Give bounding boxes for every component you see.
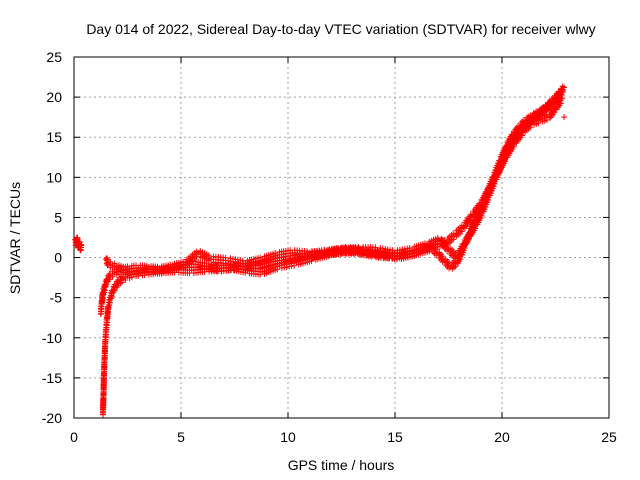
trace-marker [106, 276, 113, 283]
trace-marker [459, 246, 466, 253]
trace-marker [452, 263, 459, 270]
trace-marker [441, 242, 448, 249]
trace-marker [308, 257, 315, 264]
trace-marker [120, 263, 127, 270]
trace-marker [450, 236, 457, 243]
x-tick-label: 0 [70, 429, 78, 445]
trace-marker [77, 241, 84, 248]
trace-marker [222, 254, 229, 261]
trace-marker [485, 190, 492, 197]
trace-marker [458, 228, 465, 235]
trace-marker [113, 284, 120, 291]
trace-marker [467, 217, 474, 224]
trace-marker [439, 253, 446, 260]
trace-marker [518, 132, 525, 139]
y-tick-label: 15 [46, 129, 62, 145]
trace-marker [122, 277, 129, 284]
data-point [558, 95, 565, 102]
plot-frame [73, 56, 610, 419]
trace-marker [543, 116, 550, 123]
data-point [561, 114, 568, 121]
trace-marker [291, 262, 298, 269]
trace-marker [108, 293, 115, 300]
trace-marker [478, 212, 485, 219]
trace-marker [465, 236, 472, 243]
ticks [73, 56, 610, 419]
data-points [72, 83, 568, 418]
trace-marker [527, 124, 534, 131]
trace-marker [502, 158, 509, 165]
trace-marker [518, 126, 525, 133]
y-tick-label: -5 [50, 290, 63, 306]
trace-marker [272, 255, 279, 262]
x-tick-label: 15 [387, 429, 403, 445]
trace-marker [175, 266, 182, 273]
trace-marker [493, 174, 500, 181]
trace-marker [411, 253, 418, 260]
x-tick-label: 20 [494, 429, 510, 445]
trace-marker [109, 273, 116, 280]
trace-marker [111, 287, 118, 294]
trace-marker [117, 280, 124, 287]
x-tick-label: 25 [601, 429, 617, 445]
trace-marker [535, 120, 542, 127]
trace-marker [257, 265, 264, 272]
y-tick-label: -20 [42, 410, 62, 426]
trace-marker [106, 299, 113, 306]
y-tick-label: -15 [42, 370, 62, 386]
y-tick-label: 0 [54, 250, 62, 266]
y-tick-label: 5 [54, 209, 62, 225]
trace-marker [376, 248, 383, 255]
grid [74, 57, 609, 418]
y-tick-label: 25 [46, 49, 62, 65]
trace-marker [205, 252, 212, 259]
trace-marker [242, 264, 249, 271]
trace-marker [559, 89, 566, 96]
trace-marker [476, 206, 483, 213]
tick-labels: 0 5 10 15 20 25 -20 -15 -10 -5 0 5 10 15 20 25 [42, 49, 617, 445]
trace-marker [111, 260, 118, 267]
trace-marker [107, 258, 114, 265]
x-tick-label: 10 [280, 429, 296, 445]
trace-marker [257, 260, 264, 267]
trace-marker [118, 279, 125, 286]
trace-marker [472, 225, 479, 232]
y-tick-label: 20 [46, 89, 62, 105]
x-tick-label: 5 [177, 429, 185, 445]
trace-marker [557, 94, 564, 101]
trace-marker [542, 108, 549, 115]
trace-marker [551, 109, 558, 116]
trace-marker [559, 83, 566, 90]
trace-marker [103, 281, 110, 288]
x-axis-label: GPS time / hours [288, 457, 395, 473]
trace-marker [274, 266, 281, 273]
trace-marker [325, 253, 332, 260]
trace-marker [77, 247, 84, 254]
y-axis-label: SDTVAR / TECUs [7, 182, 23, 294]
y-tick-label: -10 [42, 330, 62, 346]
trace-marker [359, 245, 366, 252]
trace-marker [428, 245, 435, 252]
y-tick-label: 10 [46, 169, 62, 185]
trace-marker [137, 270, 144, 277]
trace-marker [510, 143, 517, 150]
data-point [78, 242, 85, 249]
trace-marker [557, 100, 564, 107]
chart-title: Day 014 of 2022, Sidereal Day-to-day VTE… [86, 21, 595, 37]
trace-marker [101, 287, 108, 294]
trace-marker [201, 260, 208, 267]
trace-marker [165, 269, 172, 276]
data-point [561, 84, 568, 91]
